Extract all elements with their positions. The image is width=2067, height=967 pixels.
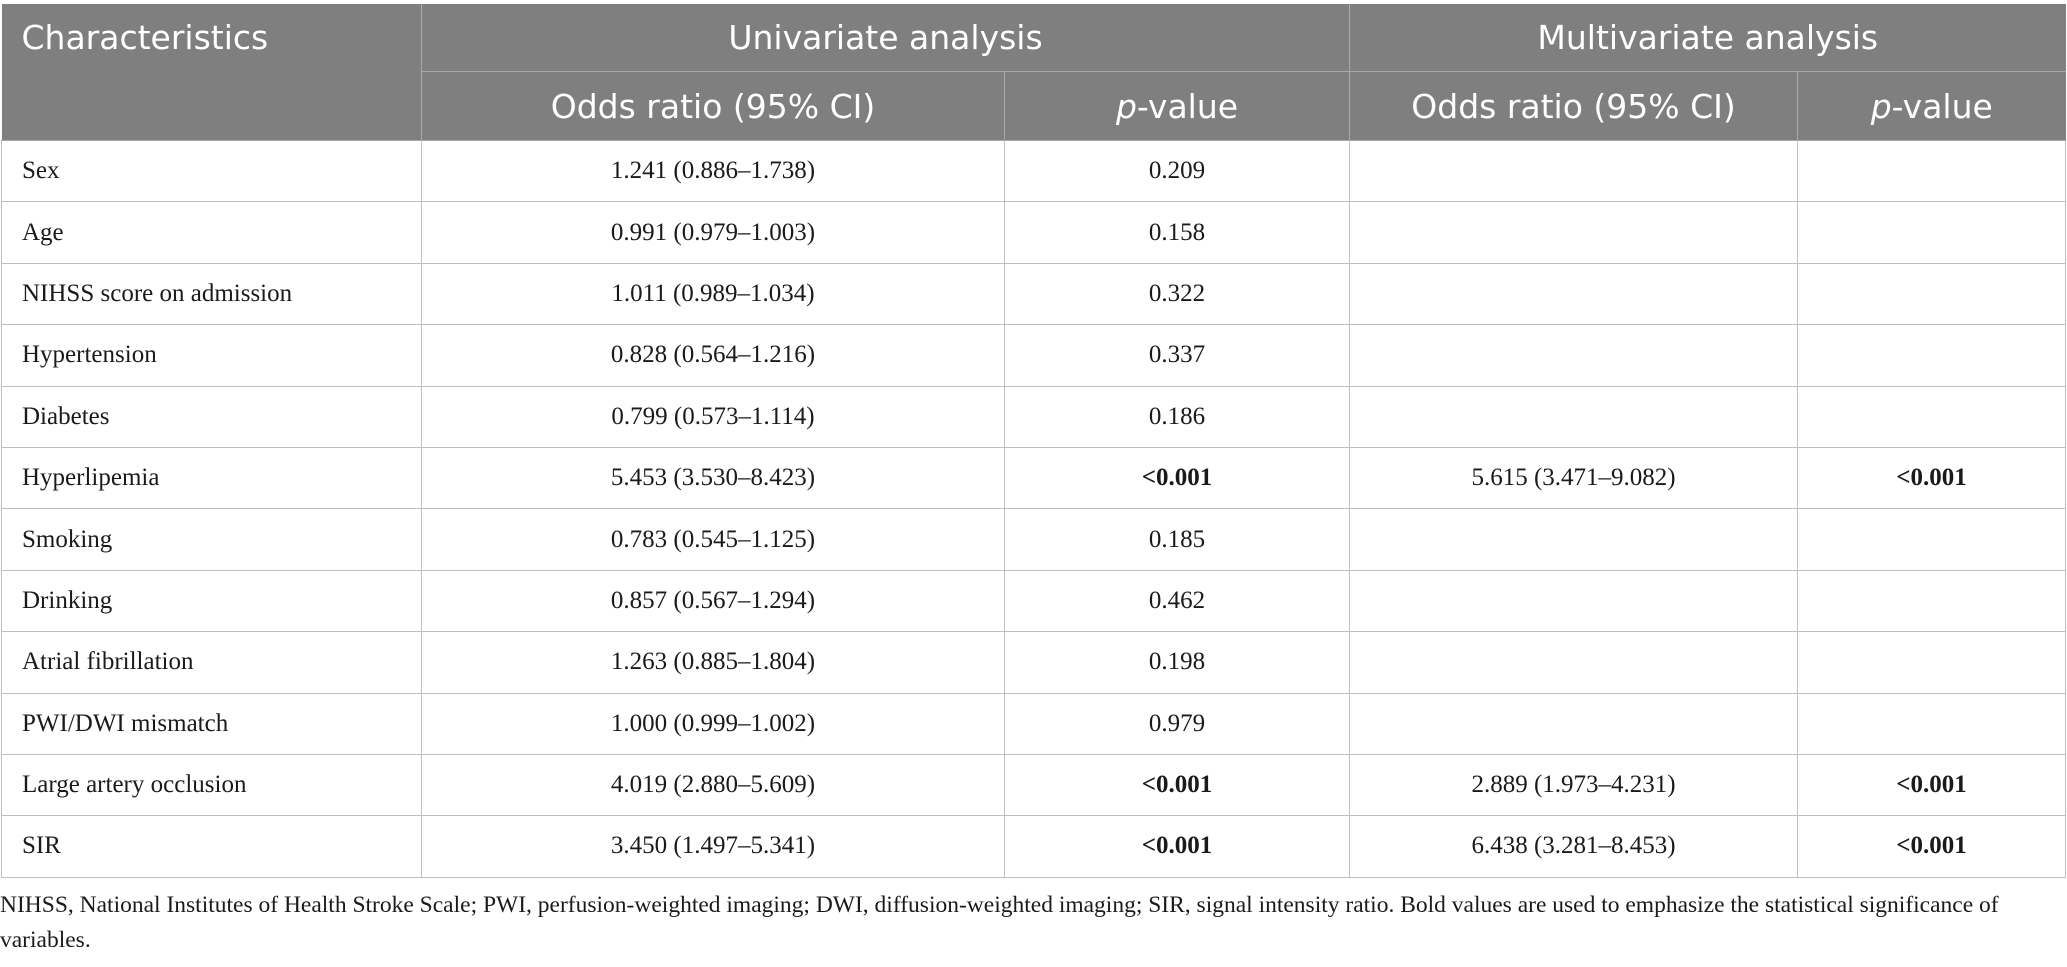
- multi-p-value-cell: [1797, 692, 2067, 755]
- table-header: Characteristics Univariate analysis Mult…: [1, 4, 2066, 141]
- row-name: Age: [1, 201, 422, 264]
- multi-odds-ratio-cell: [1349, 692, 1799, 755]
- multi-odds-ratio-cell: [1349, 569, 1799, 633]
- row-name: Drinking: [1, 569, 422, 633]
- uni-p-value-cell: 0.185: [1003, 508, 1351, 571]
- multi-p-value-cell: <0.001: [1797, 815, 2067, 878]
- multi-odds-ratio-cell: [1349, 385, 1799, 448]
- row-name: Hypertension: [1, 324, 422, 387]
- uni-p-value-cell: <0.001: [1003, 446, 1351, 510]
- uni-odds-ratio-cell: 0.799 (0.573–1.114): [421, 385, 1005, 448]
- multi-odds-ratio-cell: 2.889 (1.973–4.231): [1349, 753, 1799, 817]
- p-suffix: -value: [1891, 86, 1993, 126]
- uni-p-value-cell: <0.001: [1003, 815, 1351, 878]
- multi-p-value-cell: [1797, 508, 2067, 571]
- header-multivariate: Multivariate analysis: [1349, 4, 2066, 72]
- table-row: Hyperlipemia 5.453 (3.530–8.423) <0.001 5.6…: [1, 446, 2067, 510]
- table-row: Sex 1.241 (0.886–1.738) 0.209: [1, 139, 2067, 203]
- row-name: Sex: [1, 139, 422, 203]
- uni-odds-ratio-cell: 0.828 (0.564–1.216): [421, 324, 1005, 387]
- uni-odds-ratio-cell: 3.450 (1.497–5.341): [421, 815, 1005, 878]
- table-row: Smoking 0.783 (0.545–1.125) 0.185: [1, 508, 2067, 571]
- multi-p-value-cell: <0.001: [1797, 753, 2067, 817]
- table-row: Diabetes 0.799 (0.573–1.114) 0.186: [1, 385, 2067, 448]
- uni-p-value-cell: 0.198: [1003, 631, 1351, 694]
- row-name: PWI/DWI mismatch: [1, 692, 422, 755]
- table-row: NIHSS score on admission 1.011 (0.989–1.0…: [1, 262, 2067, 326]
- row-name: Atrial fibrillation: [1, 631, 422, 694]
- uni-odds-ratio-cell: 0.857 (0.567–1.294): [421, 569, 1005, 633]
- header-uni-odds-ratio: Odds ratio (95% CI): [421, 71, 1005, 141]
- uni-odds-ratio-cell: 1.263 (0.885–1.804): [421, 631, 1005, 694]
- p-italic: p: [1115, 86, 1137, 126]
- uni-odds-ratio-cell: 1.000 (0.999–1.002): [421, 692, 1005, 755]
- row-name: Smoking: [1, 508, 422, 571]
- multi-p-value-cell: [1797, 324, 2067, 387]
- uni-p-value-cell: 0.209: [1003, 139, 1351, 203]
- uni-odds-ratio-cell: 4.019 (2.880–5.609): [421, 753, 1005, 817]
- multi-odds-ratio-cell: [1349, 324, 1799, 387]
- results-table: Characteristics Univariate analysis Mult…: [1, 4, 2067, 878]
- multi-p-value-cell: [1797, 569, 2067, 633]
- multi-odds-ratio-cell: [1349, 631, 1799, 694]
- uni-p-value-cell: 0.186: [1003, 385, 1351, 448]
- multi-p-value-cell: [1797, 201, 2067, 264]
- uni-p-value-cell: 0.979: [1003, 692, 1351, 755]
- uni-odds-ratio-cell: 0.783 (0.545–1.125): [421, 508, 1005, 571]
- table-row: Drinking 0.857 (0.567–1.294) 0.462: [1, 569, 2067, 633]
- table-row: Large artery occlusion 4.019 (2.880–5.609…: [1, 753, 2067, 817]
- uni-odds-ratio-cell: 1.241 (0.886–1.738): [421, 139, 1005, 203]
- uni-p-value-cell: 0.462: [1003, 569, 1351, 633]
- table-body: Sex 1.241 (0.886–1.738) 0.209 Age 0.991 (0.9…: [1, 139, 2067, 878]
- row-name: Hyperlipemia: [1, 446, 422, 510]
- uni-p-value-cell: <0.001: [1003, 753, 1351, 817]
- header-multi-odds-ratio: Odds ratio (95% CI): [1349, 71, 1799, 141]
- uni-odds-ratio-cell: 0.991 (0.979–1.003): [421, 201, 1005, 264]
- multi-odds-ratio-cell: [1349, 508, 1799, 571]
- table-row: Age 0.991 (0.979–1.003) 0.158: [1, 201, 2067, 264]
- header-uni-p-value: p-value: [1004, 71, 1351, 141]
- header-univariate: Univariate analysis: [421, 4, 1351, 72]
- header-characteristics: Characteristics: [1, 4, 422, 141]
- uni-odds-ratio-cell: 5.453 (3.530–8.423): [421, 446, 1005, 510]
- row-name: Diabetes: [1, 385, 422, 448]
- table-footnote: NIHSS, National Institutes of Health Str…: [0, 892, 1999, 953]
- table-container: Characteristics Univariate analysis Mult…: [0, 4, 2067, 878]
- p-italic: p: [1870, 86, 1892, 126]
- row-name: SIR: [1, 815, 422, 878]
- uni-p-value-cell: 0.158: [1003, 201, 1351, 264]
- table-row: Hypertension 0.828 (0.564–1.216) 0.337: [1, 324, 2067, 387]
- uni-p-value-cell: 0.337: [1003, 324, 1351, 387]
- header-multi-p-value: p-value: [1797, 71, 2066, 141]
- uni-p-value-cell: 0.322: [1003, 262, 1351, 326]
- table-row: Atrial fibrillation 1.263 (0.885–1.804) 0.…: [1, 631, 2067, 694]
- multi-odds-ratio-cell: [1349, 201, 1799, 264]
- row-name: NIHSS score on admission: [1, 262, 422, 326]
- multi-odds-ratio-cell: 6.438 (3.281–8.453): [1349, 815, 1799, 878]
- uni-odds-ratio-cell: 1.011 (0.989–1.034): [421, 262, 1005, 326]
- multi-odds-ratio-cell: [1349, 139, 1799, 203]
- multi-odds-ratio-cell: [1349, 262, 1799, 326]
- multi-p-value-cell: <0.001: [1797, 446, 2067, 510]
- multi-p-value-cell: [1797, 385, 2067, 448]
- p-suffix: -value: [1136, 86, 1239, 126]
- row-name: Large artery occlusion: [1, 753, 422, 817]
- multi-p-value-cell: [1797, 139, 2067, 203]
- multi-odds-ratio-cell: 5.615 (3.471–9.082): [1349, 446, 1799, 510]
- multi-p-value-cell: [1797, 631, 2067, 694]
- table-row: PWI/DWI mismatch 1.000 (0.999–1.002) 0.979: [1, 692, 2067, 755]
- table-row: SIR 3.450 (1.497–5.341) <0.001 6.438 (3.281…: [1, 815, 2067, 878]
- multi-p-value-cell: [1797, 262, 2067, 326]
